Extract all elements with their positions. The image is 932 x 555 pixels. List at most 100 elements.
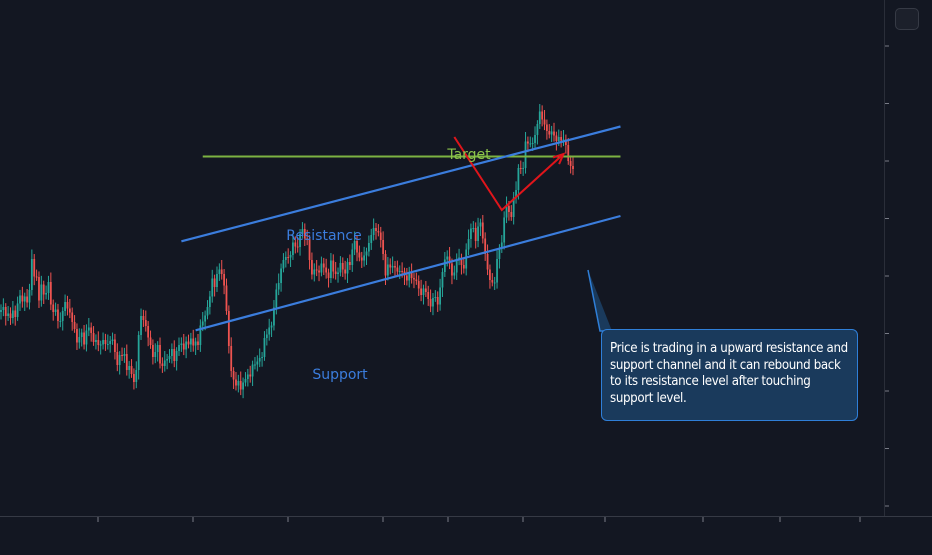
candle-body	[152, 345, 154, 357]
candle-body	[443, 259, 446, 272]
candle-body	[493, 282, 496, 284]
candle-body	[349, 262, 351, 265]
projection-arrowhead	[552, 152, 566, 165]
candle-body	[26, 296, 29, 303]
candle-body	[280, 268, 282, 283]
candle-body	[391, 266, 394, 268]
candle-body	[303, 229, 306, 239]
candle-body	[85, 330, 88, 345]
candle-body	[356, 241, 358, 253]
candle-body	[246, 374, 249, 379]
candle-body	[408, 273, 411, 281]
candle-body	[102, 340, 104, 345]
candle-body	[294, 242, 297, 247]
candle-body	[420, 288, 422, 295]
candle-body	[508, 206, 510, 212]
candle-body	[187, 341, 190, 345]
candle-body	[106, 344, 109, 345]
chart-settings-button[interactable]	[895, 8, 919, 30]
candle-body	[472, 228, 475, 229]
projection-path[interactable]	[453, 136, 565, 212]
candle-body	[564, 139, 567, 145]
candle-body	[182, 343, 185, 350]
candle-body	[515, 190, 517, 198]
candle-body	[194, 341, 197, 346]
candle-body	[275, 289, 278, 308]
candle-body	[239, 381, 242, 390]
candle-body	[95, 340, 97, 342]
candle-body	[396, 267, 399, 272]
candle-body	[170, 349, 173, 356]
candle-body	[68, 308, 71, 313]
candle-body	[386, 264, 389, 276]
candle-body	[491, 280, 494, 283]
candle-body	[415, 279, 418, 281]
candle-body	[382, 240, 385, 254]
candle-body	[71, 312, 74, 322]
candle-body	[173, 349, 176, 361]
candle-body	[543, 119, 546, 125]
candle-body	[358, 252, 361, 258]
candle-body	[334, 271, 337, 274]
candle-body	[330, 260, 332, 278]
candle-body	[446, 256, 449, 260]
candle-body	[268, 327, 271, 335]
candle-body	[7, 313, 10, 316]
candle-body	[322, 263, 325, 268]
candle-body	[204, 315, 207, 322]
candle-body	[123, 354, 126, 356]
candle-body	[206, 307, 209, 316]
candle-body	[147, 326, 150, 338]
candle-body	[273, 307, 275, 326]
candle-body	[484, 238, 487, 254]
candle-body	[54, 309, 57, 312]
candle-body	[189, 338, 192, 345]
candle-body	[121, 355, 123, 356]
candle-body	[111, 339, 114, 341]
time-axis[interactable]	[0, 516, 932, 551]
candle-body	[19, 295, 21, 304]
candle-body	[477, 226, 479, 241]
candle-body	[175, 351, 178, 361]
candle-body	[439, 287, 441, 305]
candle-body	[308, 239, 311, 260]
analysis-callout[interactable]: Price is trading in a upward resistance …	[601, 329, 858, 421]
candle-body	[2, 307, 5, 310]
candle-body	[116, 352, 119, 365]
candle-body	[258, 358, 261, 362]
candle-body	[156, 345, 159, 352]
candle-body	[287, 257, 290, 258]
candle-body	[57, 309, 59, 321]
candle-body	[453, 272, 456, 276]
candle-body	[83, 332, 85, 345]
candle-body	[59, 321, 62, 322]
candle-body	[569, 161, 572, 166]
price-axis-ticks	[885, 45, 889, 507]
resistance-line[interactable]	[181, 125, 621, 243]
support-line[interactable]	[195, 214, 621, 332]
candle-body	[163, 360, 166, 366]
candle-body	[159, 345, 161, 364]
candle-body	[427, 292, 430, 299]
candle-body	[292, 242, 294, 255]
candle-body	[346, 262, 349, 274]
candle-body	[216, 274, 218, 287]
candle-body	[562, 139, 565, 141]
candle-body	[410, 273, 413, 278]
candle-body	[424, 288, 427, 292]
candle-body	[125, 354, 128, 370]
candle-body	[142, 316, 145, 320]
candle-body	[486, 254, 489, 270]
candle-body	[265, 334, 268, 338]
price-axis[interactable]	[884, 0, 932, 516]
candle-body	[296, 246, 299, 248]
candle-body	[230, 346, 233, 371]
candle-body	[413, 278, 415, 280]
candle-body	[524, 141, 527, 168]
candle-body	[434, 297, 437, 298]
candle-body	[422, 288, 425, 295]
candle-body	[180, 343, 183, 345]
candle-body	[432, 298, 434, 307]
target-label: Target	[446, 147, 491, 163]
